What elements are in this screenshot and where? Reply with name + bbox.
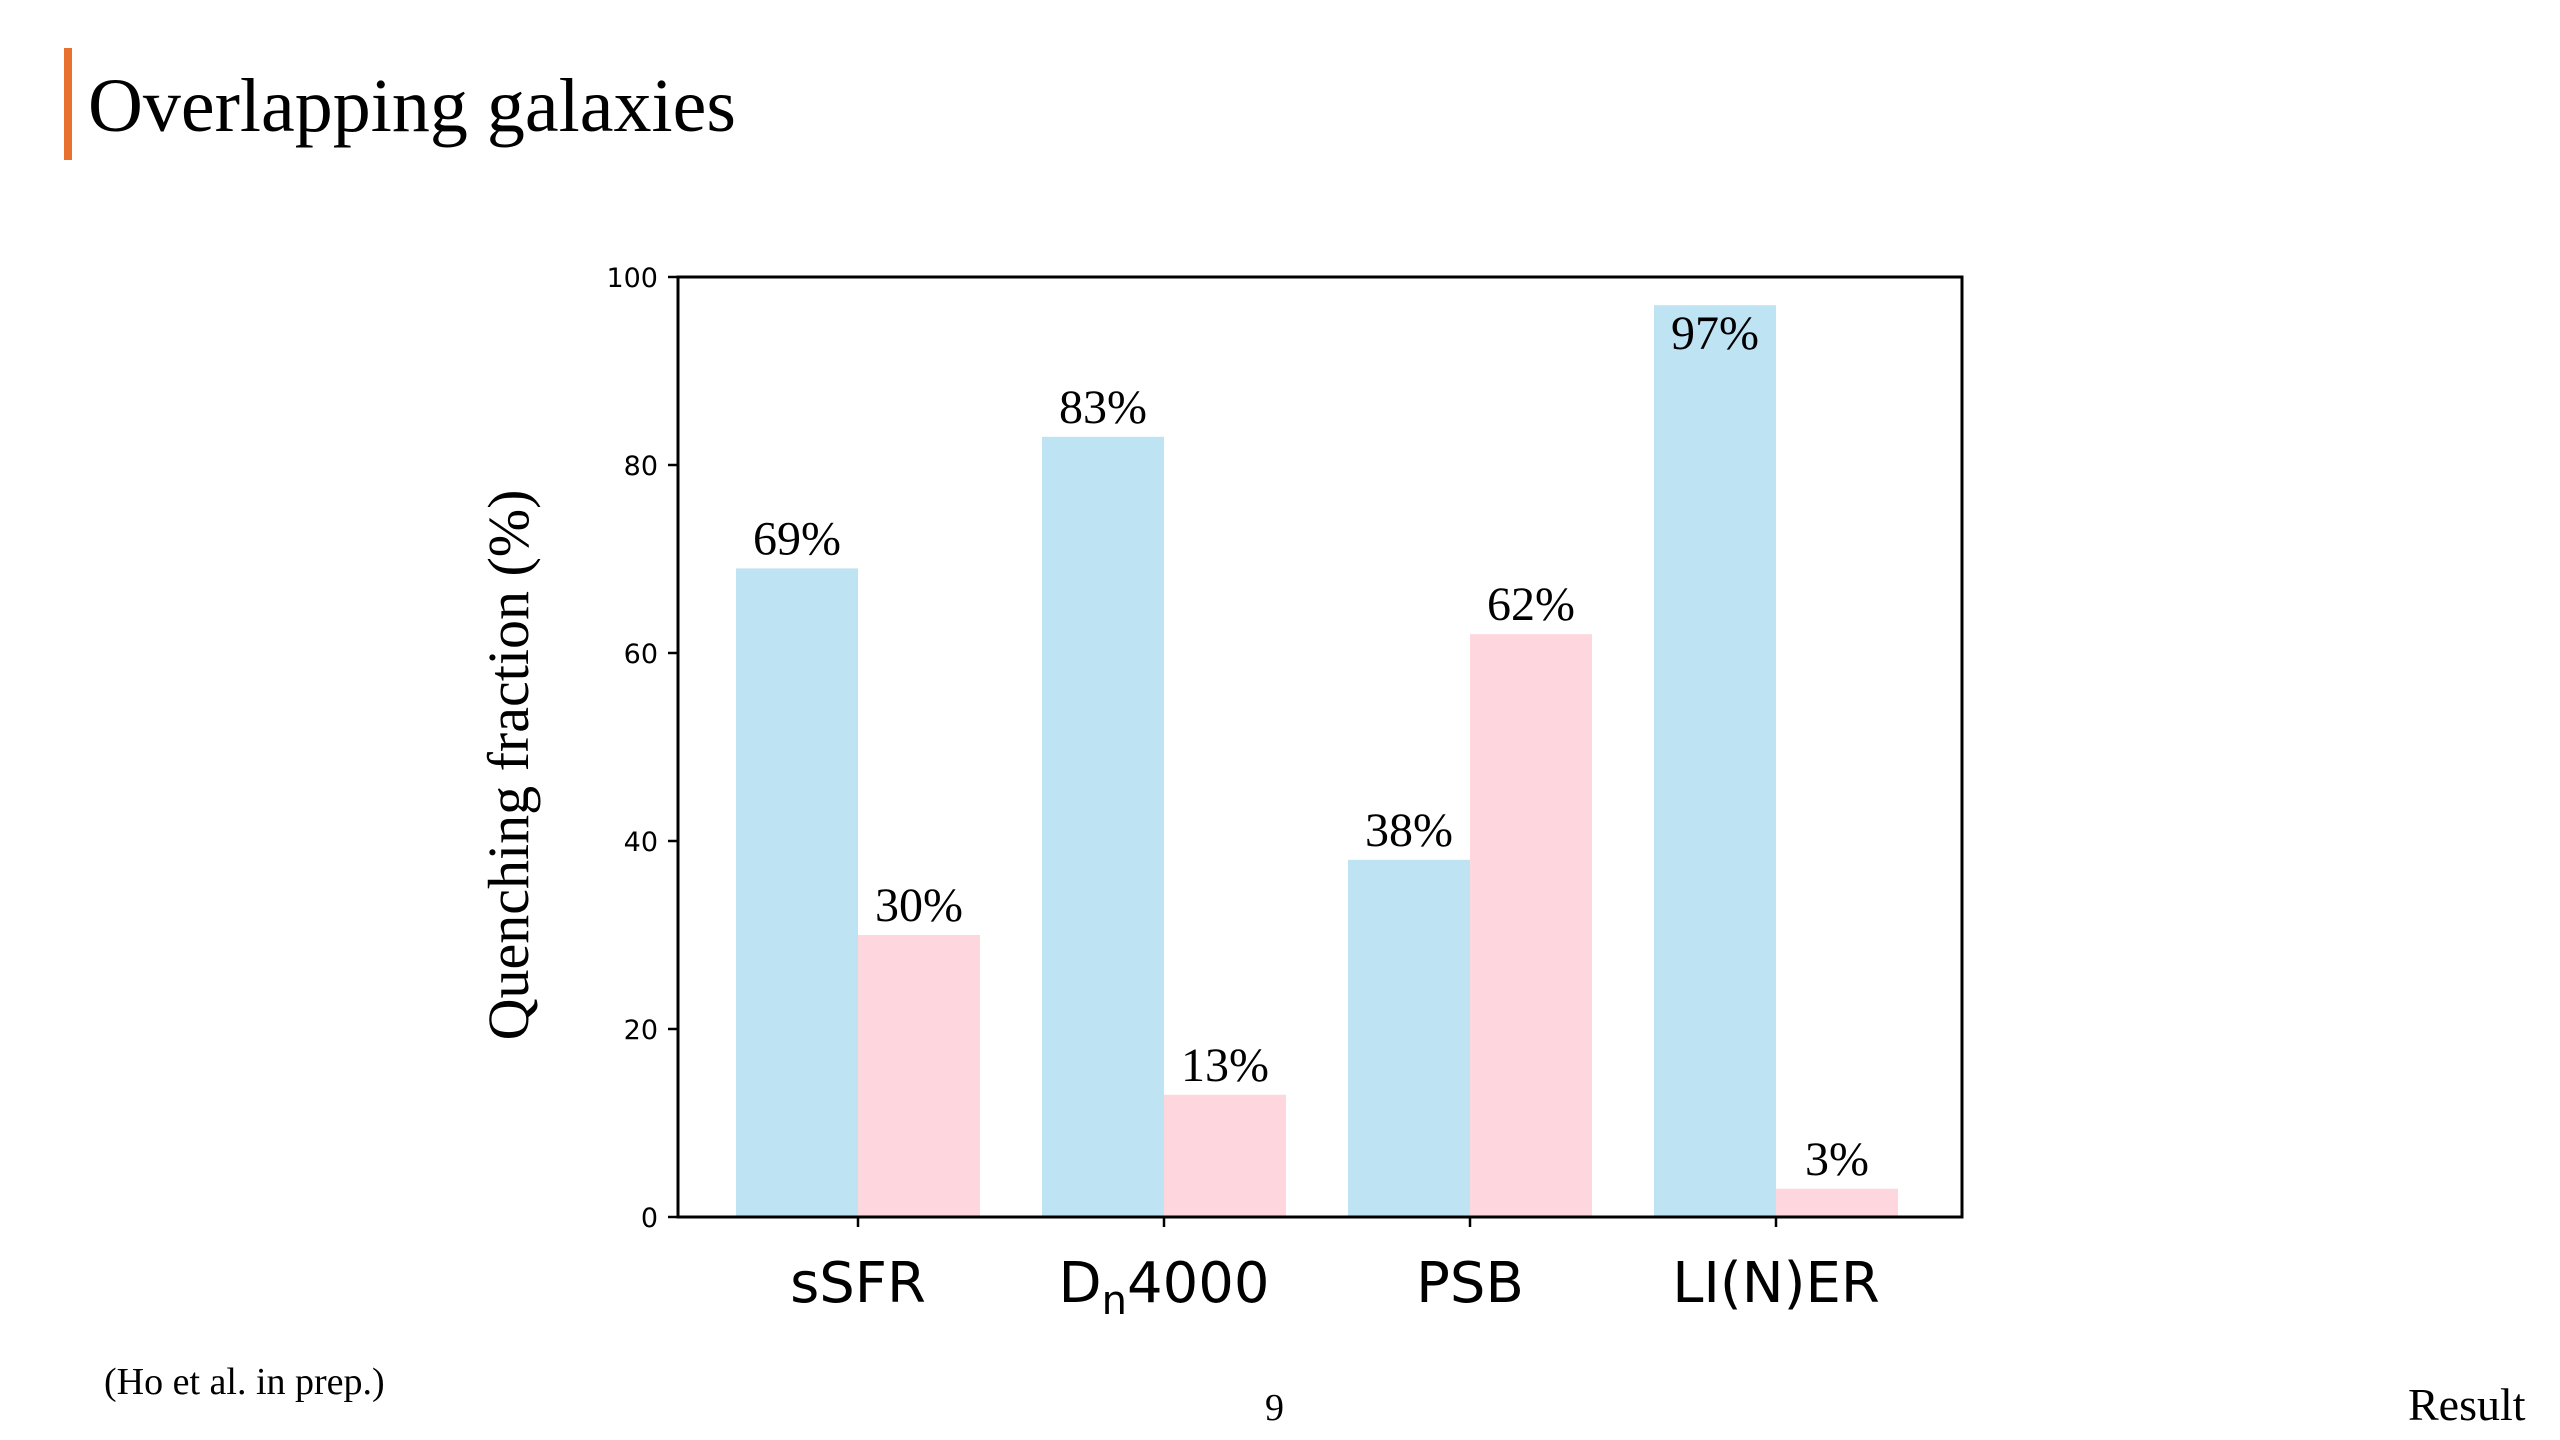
- data-label: 3%: [1805, 1133, 1869, 1186]
- title-accent-bar: [64, 48, 72, 160]
- data-label: 97%: [1671, 307, 1759, 360]
- bar-dn4000-s2: [1164, 1094, 1286, 1217]
- y-tick-label: 40: [624, 827, 658, 858]
- bar-psb-s2: [1470, 634, 1592, 1217]
- y-tick-label: 80: [624, 451, 658, 482]
- x-tick-label: PSB: [1416, 1251, 1524, 1316]
- y-axis-label: Quenching fraction (%): [476, 490, 541, 1041]
- bar-dn4000-s1: [1042, 436, 1164, 1217]
- bar-psb-s1: [1348, 859, 1470, 1217]
- bar-liner-s1: [1654, 305, 1776, 1217]
- data-label: 38%: [1365, 804, 1453, 857]
- y-tick-label: 0: [641, 1203, 658, 1234]
- plot-frame: [676, 275, 1964, 1219]
- citation: (Ho et al. in prep.): [104, 1361, 385, 1403]
- data-label: 62%: [1487, 578, 1575, 631]
- data-label: 83%: [1059, 381, 1147, 434]
- slide-title: Overlapping galaxies: [88, 64, 736, 148]
- page-number: 9: [1265, 1387, 1284, 1429]
- bar-ssfr-s2: [858, 935, 980, 1217]
- bar-ssfr-s1: [736, 568, 858, 1217]
- data-label: 69%: [753, 512, 841, 565]
- x-tick-label: sSFR: [790, 1251, 926, 1316]
- x-tick-label: Dn4000: [1059, 1251, 1270, 1324]
- y-tick-label: 20: [624, 1015, 658, 1046]
- bar-liner-s2: [1776, 1188, 1898, 1217]
- y-tick-label: 60: [624, 639, 658, 670]
- y-tick-label: 100: [606, 263, 658, 294]
- data-label: 30%: [875, 879, 963, 932]
- section-label: Result: [2408, 1379, 2526, 1430]
- data-label: 13%: [1181, 1039, 1269, 1092]
- x-tick-label: LI(N)ER: [1672, 1251, 1880, 1316]
